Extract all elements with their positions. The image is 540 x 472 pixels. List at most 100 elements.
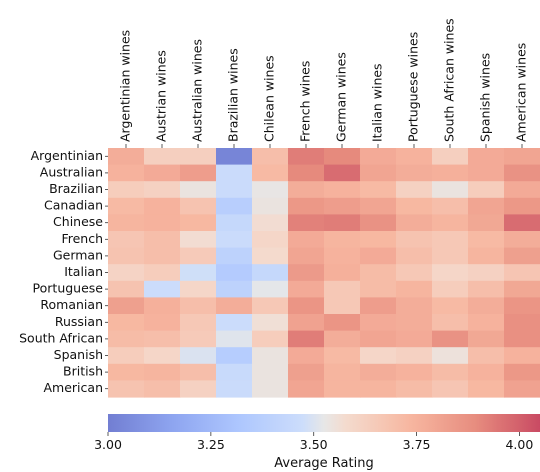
heatmap-cell — [324, 363, 361, 381]
heatmap-cell — [288, 164, 325, 182]
heatmap-cell — [144, 264, 181, 282]
heatmap-cell — [504, 181, 540, 199]
heatmap-cell — [144, 181, 181, 199]
heatmap-cell — [144, 297, 181, 315]
heatmap-cell — [504, 214, 540, 232]
row-label: German — [53, 247, 103, 262]
heatmap-cell — [252, 297, 289, 315]
heatmap-cell — [432, 314, 469, 332]
row-label: Brazilian — [49, 181, 103, 196]
heatmap-cell — [504, 247, 540, 265]
heatmap-cell — [216, 264, 253, 282]
heatmap-cell — [468, 330, 505, 348]
heatmap-cell — [468, 380, 505, 398]
column-label: South African wines — [442, 18, 457, 142]
row-label: American — [44, 380, 104, 395]
heatmap-cell — [396, 347, 433, 365]
colorbar-tick-label: 4.00 — [505, 437, 533, 452]
column-label: Argentinian wines — [118, 30, 133, 142]
heatmap-cell — [432, 380, 469, 398]
row-label: Australian — [40, 164, 103, 179]
heatmap-cell — [360, 264, 397, 282]
heatmap-cell — [396, 363, 433, 381]
heatmap-cell — [144, 214, 181, 232]
colorbar-tick-label: 3.00 — [94, 437, 122, 452]
heatmap-cell — [288, 181, 325, 199]
heatmap-cell — [360, 363, 397, 381]
heatmap-cell — [432, 231, 469, 249]
colorbar — [108, 414, 540, 432]
heatmap-cell — [324, 330, 361, 348]
column-label: Australian wines — [190, 39, 205, 142]
heatmap-cell — [252, 247, 289, 265]
heatmap-cell — [504, 380, 540, 398]
heatmap-cell — [396, 297, 433, 315]
heatmap-cell — [324, 164, 361, 182]
heatmap-cell — [252, 214, 289, 232]
colorbar-tick-label: 3.75 — [403, 437, 431, 452]
column-label: Austrian wines — [154, 50, 169, 142]
heatmap-cell — [396, 280, 433, 298]
heatmap-cell — [432, 347, 469, 365]
heatmap-cell — [288, 314, 325, 332]
row-label: South African — [19, 330, 103, 345]
heatmap-cell — [180, 231, 217, 249]
heatmap-cell — [180, 264, 217, 282]
heatmap-cell — [360, 330, 397, 348]
row-label: Spanish — [54, 347, 103, 362]
heatmap-cell — [504, 297, 540, 315]
heatmap-cell — [216, 380, 253, 398]
heatmap-cell — [468, 347, 505, 365]
heatmap-cell — [252, 264, 289, 282]
heatmap-cell — [504, 197, 540, 215]
heatmap-cell — [396, 197, 433, 215]
heatmap-cell — [504, 363, 540, 381]
heatmap-cell — [108, 181, 145, 199]
row-label: Argentinian — [31, 148, 103, 163]
heatmap-cell — [432, 148, 469, 166]
heatmap-cell — [504, 347, 540, 365]
heatmap-cell — [216, 214, 253, 232]
heatmap-cell — [288, 247, 325, 265]
heatmap-cell — [108, 214, 145, 232]
heatmap-cell — [108, 347, 145, 365]
heatmap-cell — [360, 280, 397, 298]
heatmap-cell — [216, 197, 253, 215]
heatmap-cell — [396, 314, 433, 332]
heatmap-cell — [504, 148, 540, 166]
colorbar-tick-label: 3.25 — [197, 437, 225, 452]
heatmap-cell — [432, 247, 469, 265]
heatmap-cell — [108, 148, 145, 166]
heatmap-cell — [180, 214, 217, 232]
heatmap-cell — [180, 148, 217, 166]
heatmap-cell — [288, 264, 325, 282]
heatmap-cell — [360, 164, 397, 182]
heatmap-cell — [468, 197, 505, 215]
column-label: German wines — [334, 52, 349, 142]
heatmap-cell — [432, 264, 469, 282]
heatmap-cell — [252, 197, 289, 215]
heatmap-cell — [144, 148, 181, 166]
colorbar-tick-label: 3.50 — [300, 437, 328, 452]
heatmap-cell — [288, 197, 325, 215]
heatmap-cell — [180, 164, 217, 182]
heatmap-cell — [288, 231, 325, 249]
heatmap-cell — [288, 148, 325, 166]
heatmap-cell — [180, 197, 217, 215]
heatmap-cell — [180, 314, 217, 332]
heatmap-cell — [252, 280, 289, 298]
heatmap-cell — [468, 247, 505, 265]
heatmap-cell — [396, 380, 433, 398]
heatmap-cell — [468, 181, 505, 199]
heatmap-cell — [144, 380, 181, 398]
heatmap-cell — [252, 231, 289, 249]
heatmap-cell — [396, 148, 433, 166]
heatmap-cell — [252, 330, 289, 348]
heatmap-cell — [324, 247, 361, 265]
heatmap-cell — [468, 214, 505, 232]
heatmap-cell — [108, 264, 145, 282]
heatmap-cell — [432, 197, 469, 215]
column-label: Italian wines — [370, 63, 385, 142]
heatmap-cell — [108, 314, 145, 332]
heatmap-cell — [216, 347, 253, 365]
